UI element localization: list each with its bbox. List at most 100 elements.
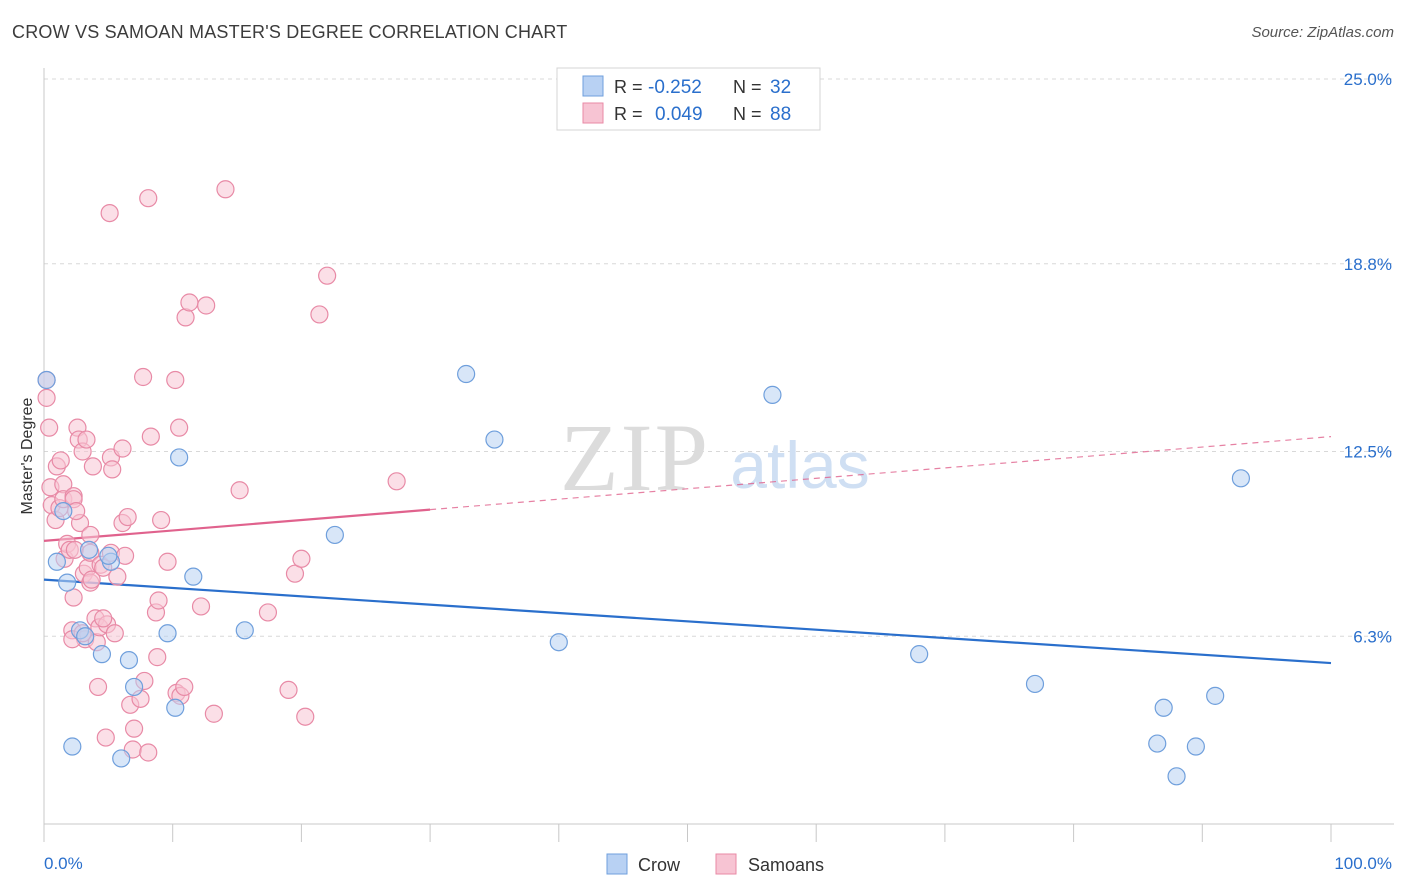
tick-labels: 6.3% 12.5% 18.8% 25.0% 0.0% 100.0% <box>44 70 1392 873</box>
crow-point-6 <box>76 627 95 646</box>
trend-line-extension-1 <box>430 436 1332 511</box>
samoan-point-34 <box>88 677 108 697</box>
crow-point-8 <box>92 645 112 664</box>
crow-n-label: N = <box>733 77 762 97</box>
samoan-point-82 <box>318 266 337 285</box>
crow-point-4 <box>63 737 82 756</box>
crow-point-3 <box>58 573 77 592</box>
samoan-point-72 <box>197 296 216 315</box>
samoan-point-57 <box>139 743 158 762</box>
samoan-point-52 <box>124 719 144 738</box>
crow-r-label: R = <box>614 77 643 97</box>
crow-point-19 <box>325 525 344 545</box>
trend-lines <box>43 436 1332 665</box>
x-tick-label-0: 0.0% <box>44 854 83 873</box>
samoan-point-56 <box>139 189 158 208</box>
samoan-point-2 <box>40 418 59 437</box>
x-tick-label-1: 100.0% <box>1334 854 1392 873</box>
legend-crow-swatch <box>606 853 628 875</box>
samoan-point-8 <box>51 451 70 470</box>
samoan-point-81 <box>310 305 329 324</box>
samoan-point-46 <box>113 439 132 458</box>
samoan-point-75 <box>230 481 249 500</box>
samoan-point-40 <box>100 204 119 223</box>
samoan-point-80 <box>296 707 315 726</box>
crow-n-value: 32 <box>770 77 791 98</box>
crow-point-2 <box>54 502 73 521</box>
y-tick-label-3: 25.0% <box>1344 70 1392 89</box>
legend-samoans-swatch <box>715 853 737 875</box>
crow-point-24 <box>910 645 929 664</box>
samoan-point-43 <box>103 460 122 479</box>
grid-lines <box>44 78 1394 637</box>
samoan-point-63 <box>158 552 177 571</box>
samoan-swatch <box>582 102 604 124</box>
y-axis-label: Master's Degree <box>19 397 36 514</box>
samoan-point-74 <box>216 180 235 199</box>
crow-point-10 <box>99 546 118 565</box>
series-legend: Crow Samoans <box>606 853 824 875</box>
y-tick-label-0: 6.3% <box>1353 627 1392 646</box>
crow-point-13 <box>124 677 144 697</box>
y-tick-label-2: 18.8% <box>1344 255 1392 274</box>
chart-title: CROW VS SAMOAN MASTER'S DEGREE CORRELATI… <box>12 22 568 42</box>
crow-point-26 <box>1148 734 1167 753</box>
samoan-r-value: 0.049 <box>655 104 703 125</box>
source-label: Source: ZipAtlas.com <box>1251 24 1394 41</box>
samoan-point-44 <box>105 624 124 643</box>
samoan-point-61 <box>149 591 168 610</box>
legend-row-crow: R = -0.252 N = 32 <box>582 75 791 98</box>
crow-point-11 <box>112 749 131 768</box>
crow-r-value: -0.252 <box>648 77 702 98</box>
crow-point-23 <box>763 385 782 404</box>
crow-point-14 <box>166 698 185 717</box>
crow-point-20 <box>457 364 476 384</box>
samoan-point-76 <box>258 603 278 622</box>
legend-crow-label: Crow <box>638 855 681 875</box>
trend-line-0 <box>43 578 1332 665</box>
samoan-point-60 <box>148 648 167 667</box>
samoan-point-66 <box>170 418 189 437</box>
crow-point-12 <box>119 650 139 670</box>
crow-point-22 <box>549 633 568 652</box>
data-points <box>37 180 1251 786</box>
samoan-point-70 <box>180 293 199 312</box>
samoan-point-62 <box>152 510 171 530</box>
samoan-point-54 <box>133 367 153 387</box>
crow-point-30 <box>1206 686 1225 705</box>
samoan-point-38 <box>96 728 115 747</box>
samoan-r-label: R = <box>614 104 643 124</box>
samoan-point-83 <box>387 472 406 491</box>
watermark-zip: ZIP <box>560 404 710 511</box>
crow-point-31 <box>1231 469 1251 488</box>
samoan-point-31 <box>83 457 103 476</box>
legend-row-samoans: R = 0.049 N = 88 <box>582 102 791 125</box>
samoan-point-79 <box>292 549 311 568</box>
crow-point-16 <box>184 567 203 586</box>
legend-samoans-label: Samoans <box>748 855 824 875</box>
crow-point-0 <box>37 370 56 390</box>
samoan-point-1 <box>37 388 56 407</box>
samoan-point-71 <box>191 597 211 616</box>
samoan-point-49 <box>118 507 137 527</box>
samoan-n-value: 88 <box>770 104 791 125</box>
crow-point-7 <box>79 540 99 559</box>
samoan-point-73 <box>204 704 223 723</box>
crow-point-27 <box>1154 698 1173 717</box>
crow-point-17 <box>158 624 177 643</box>
crow-swatch <box>582 75 604 97</box>
crow-point-15 <box>170 448 189 467</box>
samoan-point-58 <box>141 427 160 446</box>
samoan-point-77 <box>279 680 298 700</box>
samoan-point-68 <box>175 677 194 697</box>
samoan-point-25 <box>77 430 96 449</box>
crow-point-28 <box>1167 767 1186 786</box>
crow-point-21 <box>485 430 504 449</box>
crow-point-25 <box>1025 674 1045 694</box>
samoan-point-30 <box>82 570 101 589</box>
crow-point-18 <box>235 621 254 640</box>
trend-line-1 <box>43 508 431 542</box>
correlation-legend: R = -0.252 N = 32 R = 0.049 N = 88 <box>556 67 821 131</box>
crow-point-29 <box>1186 737 1205 756</box>
